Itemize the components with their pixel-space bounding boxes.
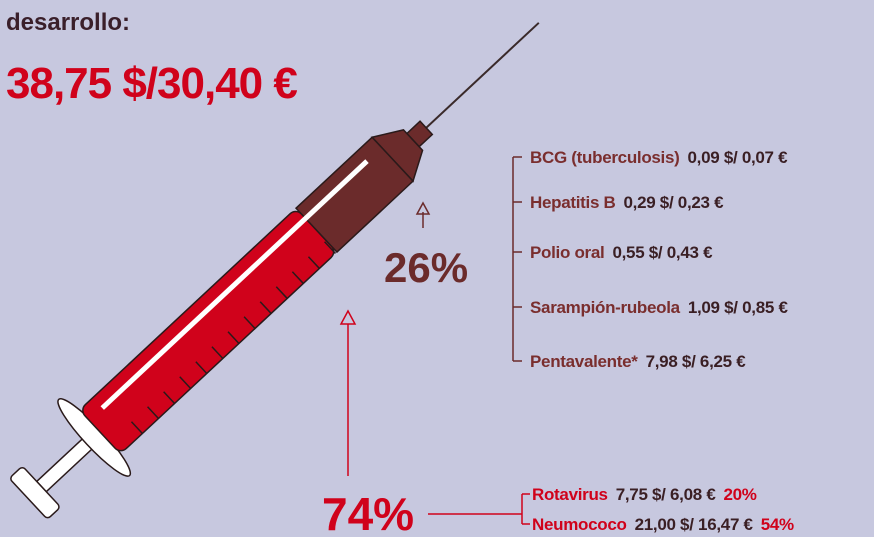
vaccine-share: 54% bbox=[761, 515, 794, 534]
total-cost: 38,75 $/30,40 € bbox=[6, 59, 297, 108]
share-other: 26% bbox=[384, 244, 468, 291]
vaccine-name: BCG (tuberculosis) bbox=[530, 148, 680, 167]
vaccine-name: Rotavirus bbox=[532, 485, 608, 504]
vaccine-item: Rotavirus 7,75 $/ 6,08 € 20% bbox=[532, 485, 757, 504]
vaccine-name: Pentavalente* bbox=[530, 352, 638, 371]
vaccine-price: 0,55 $/ 0,43 € bbox=[612, 243, 713, 262]
vaccine-name: Hepatitis B bbox=[530, 193, 616, 212]
vaccine-item: Polio oral 0,55 $/ 0,43 € bbox=[530, 243, 713, 262]
vaccine-share: 20% bbox=[724, 485, 757, 504]
vaccine-price: 7,75 $/ 6,08 € bbox=[616, 485, 717, 504]
vaccine-name: Neumococo bbox=[532, 515, 627, 534]
vaccine-name: Sarampión-rubeola bbox=[530, 298, 681, 317]
vaccine-price: 0,29 $/ 0,23 € bbox=[624, 193, 725, 212]
share-main: 74% bbox=[322, 488, 414, 537]
vaccine-price: 21,00 $/ 16,47 € bbox=[635, 515, 754, 534]
vaccine-price: 1,09 $/ 0,85 € bbox=[688, 298, 789, 317]
vaccine-item: Hepatitis B 0,29 $/ 0,23 € bbox=[530, 193, 724, 212]
vaccine-item: Sarampión-rubeola 1,09 $/ 0,85 € bbox=[530, 298, 788, 317]
vaccine-item: BCG (tuberculosis) 0,09 $/ 0,07 € bbox=[530, 148, 788, 167]
vaccine-price: 0,09 $/ 0,07 € bbox=[688, 148, 789, 167]
infographic: desarrollo: 38,75 $/30,40 € 26% 74% BCG … bbox=[0, 0, 874, 537]
subtitle: desarrollo: bbox=[6, 9, 130, 36]
vaccine-price: 7,98 $/ 6,25 € bbox=[646, 352, 747, 371]
vaccine-name: Polio oral bbox=[530, 243, 604, 262]
